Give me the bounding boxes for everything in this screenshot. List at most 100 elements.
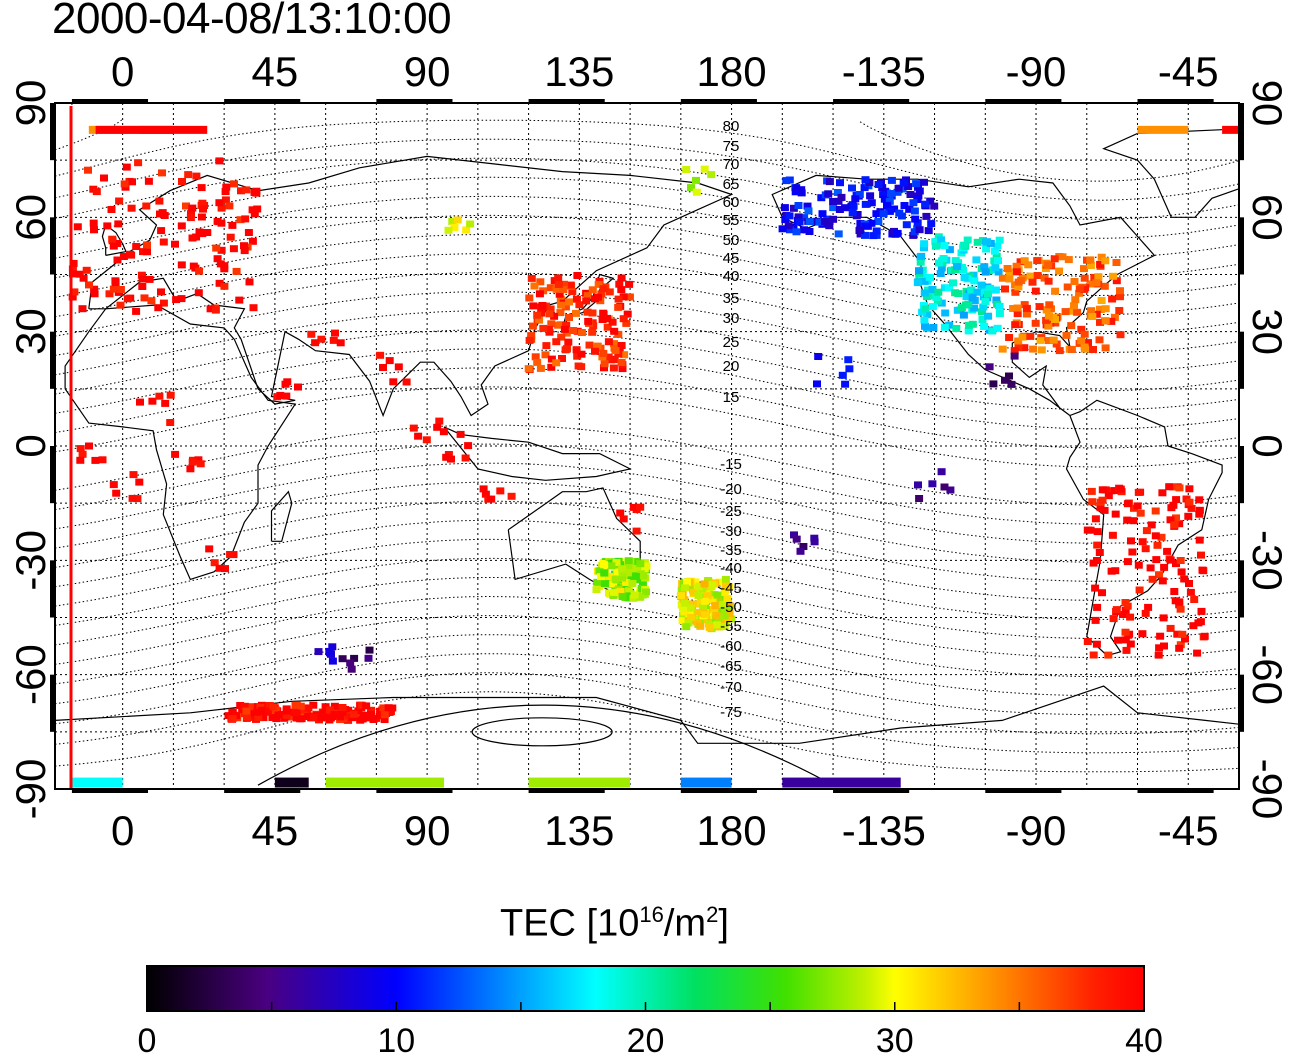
tec-point [1110, 313, 1119, 321]
tec-point [618, 565, 627, 573]
tec-point [552, 338, 561, 346]
tec-point [913, 279, 922, 287]
tec-point [1119, 611, 1127, 618]
tec-point [623, 310, 632, 318]
tec-point [91, 456, 100, 464]
tec-point [620, 351, 629, 359]
contour-label: -75 [720, 704, 742, 721]
tec-point [981, 268, 990, 276]
tec-point [1012, 262, 1021, 270]
tec-point [1185, 498, 1194, 506]
tec-point [686, 614, 695, 621]
tec-point [143, 248, 151, 256]
tec-polar-strip [1137, 125, 1189, 134]
tec-point [250, 189, 259, 196]
tec-point [68, 293, 77, 301]
tec-point [790, 531, 798, 539]
tec-point [792, 184, 801, 192]
tec-point [577, 363, 586, 371]
tec-point [694, 592, 703, 600]
tec-point [1094, 273, 1103, 281]
tec-point [699, 588, 708, 596]
tec-point [905, 205, 914, 213]
frame-bar-segment [224, 99, 301, 104]
tec-point [686, 604, 695, 612]
tec-point [1172, 560, 1180, 568]
frame-bar-segment [680, 788, 757, 793]
tec-point [805, 228, 814, 235]
tec-point [1138, 538, 1147, 546]
tec-point [533, 358, 542, 366]
tec-point [1050, 255, 1059, 263]
tec-point [385, 708, 394, 716]
tec-point [616, 587, 625, 595]
tec-point [1095, 336, 1104, 344]
tec-point [920, 240, 929, 248]
tec-point [507, 492, 516, 500]
tec-point [217, 246, 226, 254]
tec-point [559, 286, 568, 293]
tec-point [1044, 261, 1053, 269]
contour-label: 55 [723, 212, 740, 229]
tec-point [1157, 533, 1166, 541]
tec-point [245, 278, 254, 286]
contour-line [55, 500, 1239, 582]
tec-point [962, 293, 971, 300]
tec-point [350, 654, 359, 662]
tec-point [941, 309, 950, 317]
tec-point [1084, 339, 1092, 347]
tec-point [869, 232, 878, 240]
tec-point [565, 314, 573, 321]
tec-point [123, 295, 132, 303]
frame-bar-segment [1239, 674, 1244, 732]
tec-polar-strip [71, 777, 123, 788]
tec-point [1061, 308, 1070, 316]
tec-point [1055, 267, 1064, 275]
tec-point [1011, 288, 1020, 296]
tec-point [692, 176, 700, 184]
tec-point [915, 495, 924, 502]
tec-point [1160, 563, 1169, 571]
tec-point [1200, 632, 1209, 640]
contour-label: -45 [720, 580, 742, 597]
tec-point [713, 596, 722, 603]
left-lat-tick: -90 [7, 759, 54, 820]
tec-point [1007, 380, 1016, 388]
tec-point [881, 187, 890, 195]
tec-point [829, 204, 838, 212]
tec-point [792, 535, 801, 543]
tec-point [1033, 257, 1042, 265]
tec-point [725, 610, 734, 618]
tec-point [618, 365, 627, 373]
tec-point [849, 202, 858, 210]
tec-point [861, 222, 870, 230]
tec-point [940, 483, 949, 491]
tec-point [609, 580, 618, 588]
tec-point [622, 579, 630, 586]
tec-point [972, 256, 981, 264]
tec-point [240, 242, 248, 250]
tec-point [992, 252, 1001, 260]
tec-point [993, 242, 1002, 250]
tec-point [921, 200, 930, 208]
tec-point [928, 286, 937, 293]
tec-point [1163, 547, 1172, 555]
tec-point [241, 215, 250, 223]
tec-point [311, 339, 320, 347]
tec-point [69, 270, 77, 278]
tec-point [985, 363, 994, 371]
bottom-lon-tick: -45 [1158, 807, 1219, 854]
contour-label: -70 [720, 679, 742, 696]
tec-point [1173, 630, 1182, 638]
tec-point [629, 503, 638, 511]
tec-point [834, 197, 843, 205]
tec-point [1180, 575, 1189, 583]
tec-point [232, 267, 241, 275]
tec-point [1110, 487, 1119, 495]
tec-point [931, 238, 940, 246]
tec-point [953, 306, 962, 314]
tec-point [917, 252, 926, 260]
tec-point [172, 296, 181, 304]
tec-point [530, 282, 539, 290]
tec-point [1086, 280, 1095, 288]
